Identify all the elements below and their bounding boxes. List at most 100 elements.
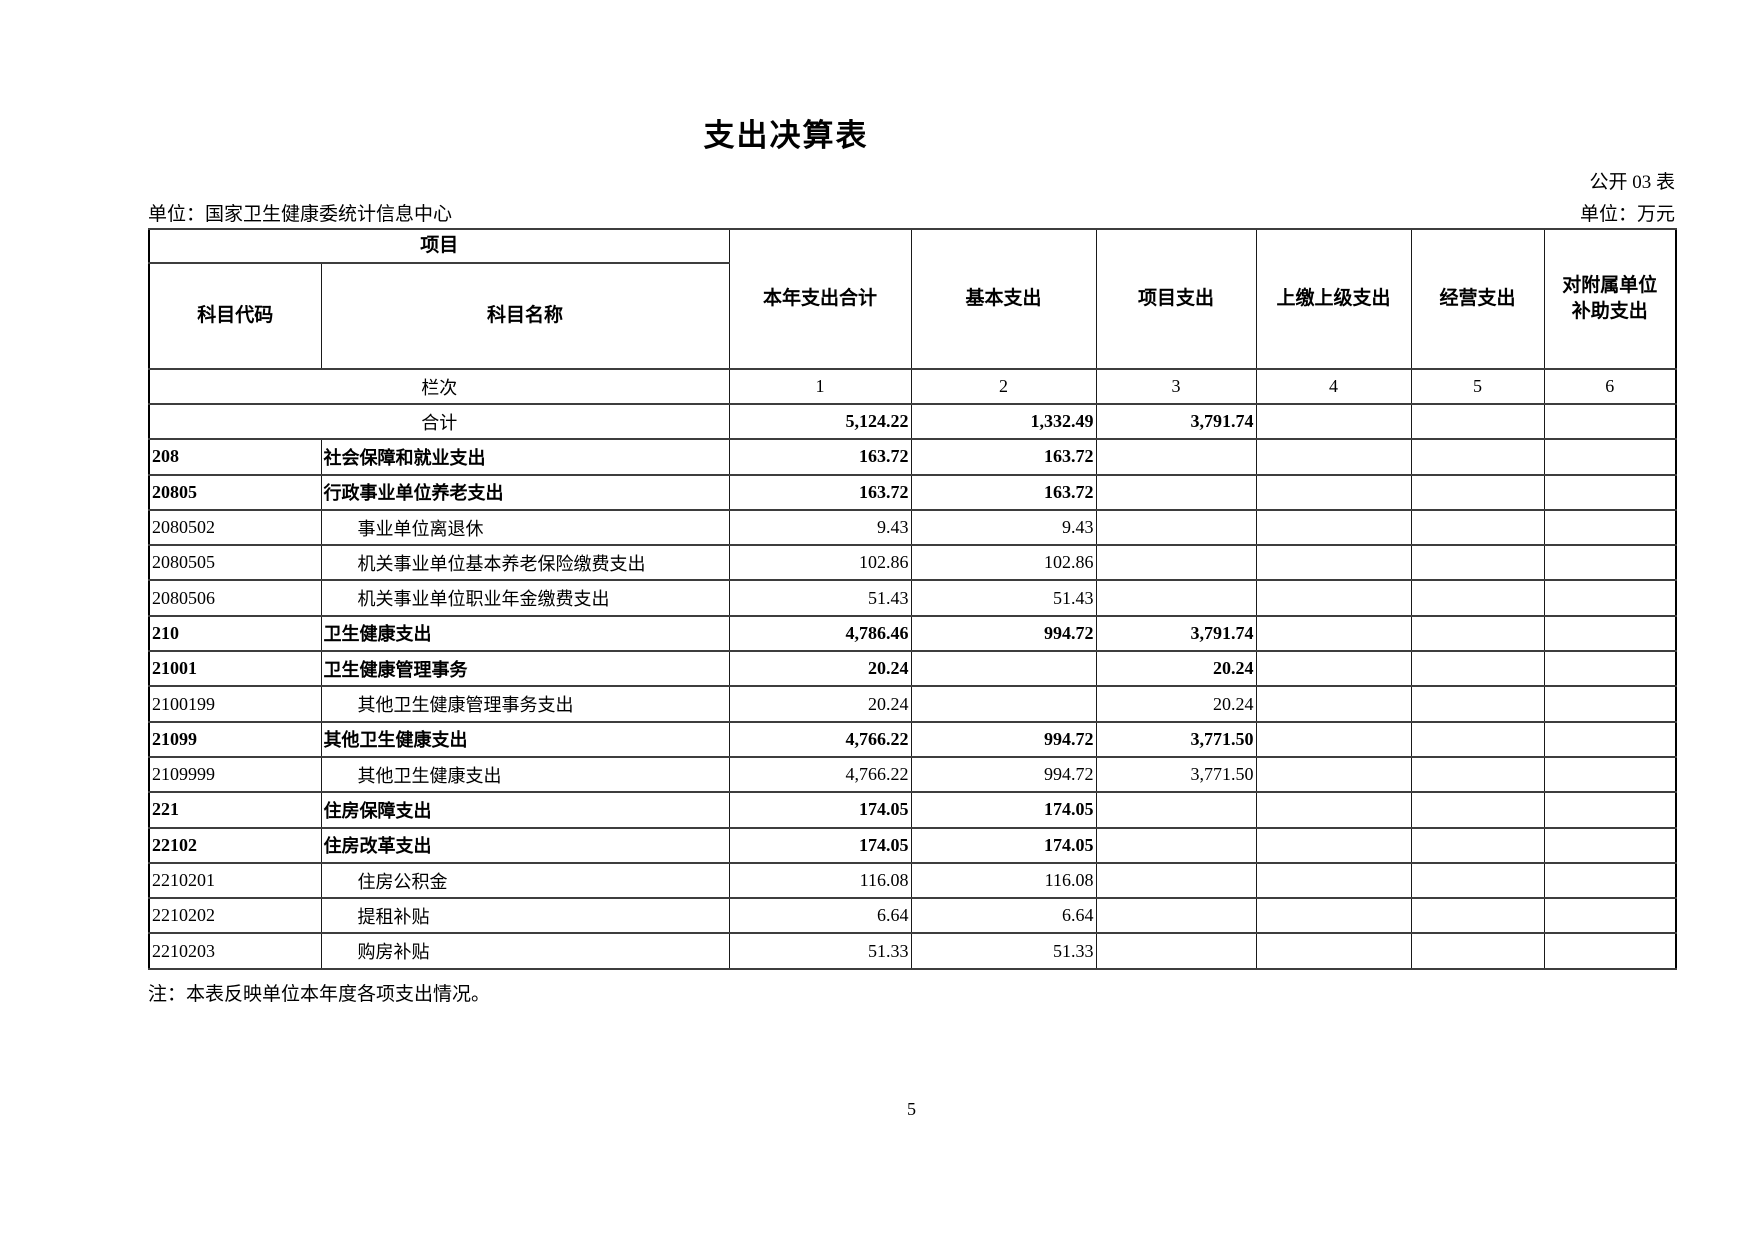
value-cell: [1255, 720, 1412, 758]
lanci-label: 栏次: [148, 368, 730, 405]
name-cell: 其他卫生健康支出: [320, 755, 730, 794]
value-cell: 3,771.50: [1095, 755, 1257, 794]
value-cell: [1095, 932, 1257, 970]
lanci-number: 1: [728, 368, 912, 405]
name-cell: 机关事业单位基本养老保险缴费支出: [320, 544, 730, 582]
value-cell: 6.64: [728, 897, 912, 935]
value-cell: 9.43: [728, 508, 912, 547]
lanci-number: 4: [1255, 368, 1412, 405]
value-cell: 20.24: [1095, 650, 1257, 688]
value-cell: 1,332.49: [910, 402, 1097, 441]
code-cell: 2080506: [148, 579, 322, 617]
value-cell: [1255, 791, 1412, 829]
value-cell: 51.43: [910, 579, 1097, 617]
value-cell: [1095, 438, 1257, 476]
name-cell: 卫生健康管理事务: [320, 650, 730, 688]
value-cell: [1543, 897, 1677, 935]
table-row: 208 社会保障和就业支出 163.72 163.72: [148, 438, 1677, 476]
name-cell: 提租补贴: [320, 897, 730, 935]
value-cell: [1543, 402, 1677, 441]
value-cell: [1410, 720, 1545, 758]
value-cell: 51.43: [728, 579, 912, 617]
code-cell: 20805: [148, 473, 322, 511]
value-cell: [1255, 508, 1412, 547]
lanci-number: 3: [1095, 368, 1257, 405]
value-cell: [1255, 438, 1412, 476]
name-cell: 社会保障和就业支出: [320, 438, 730, 476]
value-cell: [1410, 614, 1545, 653]
value-cell: [1410, 579, 1545, 617]
name-cell: 其他卫生健康管理事务支出: [320, 685, 730, 723]
value-cell: [1410, 932, 1545, 970]
value-cell: [1095, 544, 1257, 582]
name-cell: 其他卫生健康支出: [320, 720, 730, 758]
value-cell: 116.08: [728, 861, 912, 900]
value-cell: [1543, 685, 1677, 723]
value-cell: [1410, 755, 1545, 794]
value-cell: [910, 685, 1097, 723]
lanci-number: 6: [1543, 368, 1677, 405]
value-cell: [1543, 932, 1677, 970]
value-cell: 163.72: [728, 473, 912, 511]
value-cell: [1543, 791, 1677, 829]
header-value-col-6: 对附属单位 补助支出: [1543, 228, 1677, 370]
table-row: 20805 行政事业单位养老支出 163.72 163.72: [148, 473, 1677, 511]
code-cell: 2100199: [148, 685, 322, 723]
page-title: 支出决算表: [703, 118, 869, 153]
table-row: 2080505 机关事业单位基本养老保险缴费支出 102.86 102.86: [148, 544, 1677, 582]
code-cell: 2109999: [148, 755, 322, 794]
code-cell: 2080505: [148, 544, 322, 582]
value-cell: 20.24: [728, 685, 912, 723]
value-cell: [1543, 614, 1677, 653]
code-cell: 2210201: [148, 861, 322, 900]
value-cell: [1410, 685, 1545, 723]
value-cell: [1095, 826, 1257, 864]
value-cell: [1095, 791, 1257, 829]
value-cell: 102.86: [910, 544, 1097, 582]
value-cell: 174.05: [728, 791, 912, 829]
table-row: 合计 5,124.22 1,332.49 3,791.74: [148, 402, 1677, 441]
code-cell: 21099: [148, 720, 322, 758]
value-cell: [1410, 791, 1545, 829]
value-cell: [1095, 897, 1257, 935]
value-cell: [1255, 614, 1412, 653]
value-cell: [1410, 508, 1545, 547]
value-cell: [1543, 861, 1677, 900]
value-cell: [1255, 402, 1412, 441]
value-cell: [1410, 897, 1545, 935]
value-cell: 3,791.74: [1095, 614, 1257, 653]
value-cell: 51.33: [910, 932, 1097, 970]
table-body: 合计 5,124.22 1,332.49 3,791.74 208 社会保障和就业支出 16…: [148, 402, 1677, 970]
table-row: 2080502 事业单位离退休 9.43 9.43: [148, 508, 1677, 547]
value-cell: [1410, 650, 1545, 688]
value-cell: [1095, 473, 1257, 511]
value-cell: [1255, 755, 1412, 794]
value-cell: [1255, 932, 1412, 970]
table-row: 2210203 购房补贴 51.33 51.33: [148, 932, 1677, 970]
lanci-number: 5: [1410, 368, 1545, 405]
value-cell: [1543, 650, 1677, 688]
value-cell: [1410, 826, 1545, 864]
value-cell: [1543, 579, 1677, 617]
footnote: 注：本表反映单位本年度各项支出情况。: [148, 984, 491, 1005]
code-cell: 22102: [148, 826, 322, 864]
value-cell: 6.64: [910, 897, 1097, 935]
code-cell: 208: [148, 438, 322, 476]
value-cell: 174.05: [910, 791, 1097, 829]
value-cell: [1255, 685, 1412, 723]
value-cell: 994.72: [910, 755, 1097, 794]
value-cell: 3,791.74: [1095, 402, 1257, 441]
value-cell: [1095, 579, 1257, 617]
value-cell: [1255, 650, 1412, 688]
name-cell: 住房保障支出: [320, 791, 730, 829]
code-cell: 21001: [148, 650, 322, 688]
value-cell: [1543, 544, 1677, 582]
code-cell: 210: [148, 614, 322, 653]
header-sub-row: 科目代码 科目名称: [148, 262, 1676, 370]
value-cell: 994.72: [910, 720, 1097, 758]
value-cell: 163.72: [910, 473, 1097, 511]
total-label-cell: 合计: [148, 402, 730, 441]
name-cell: 行政事业单位养老支出: [320, 473, 730, 511]
code-cell: 221: [148, 791, 322, 829]
